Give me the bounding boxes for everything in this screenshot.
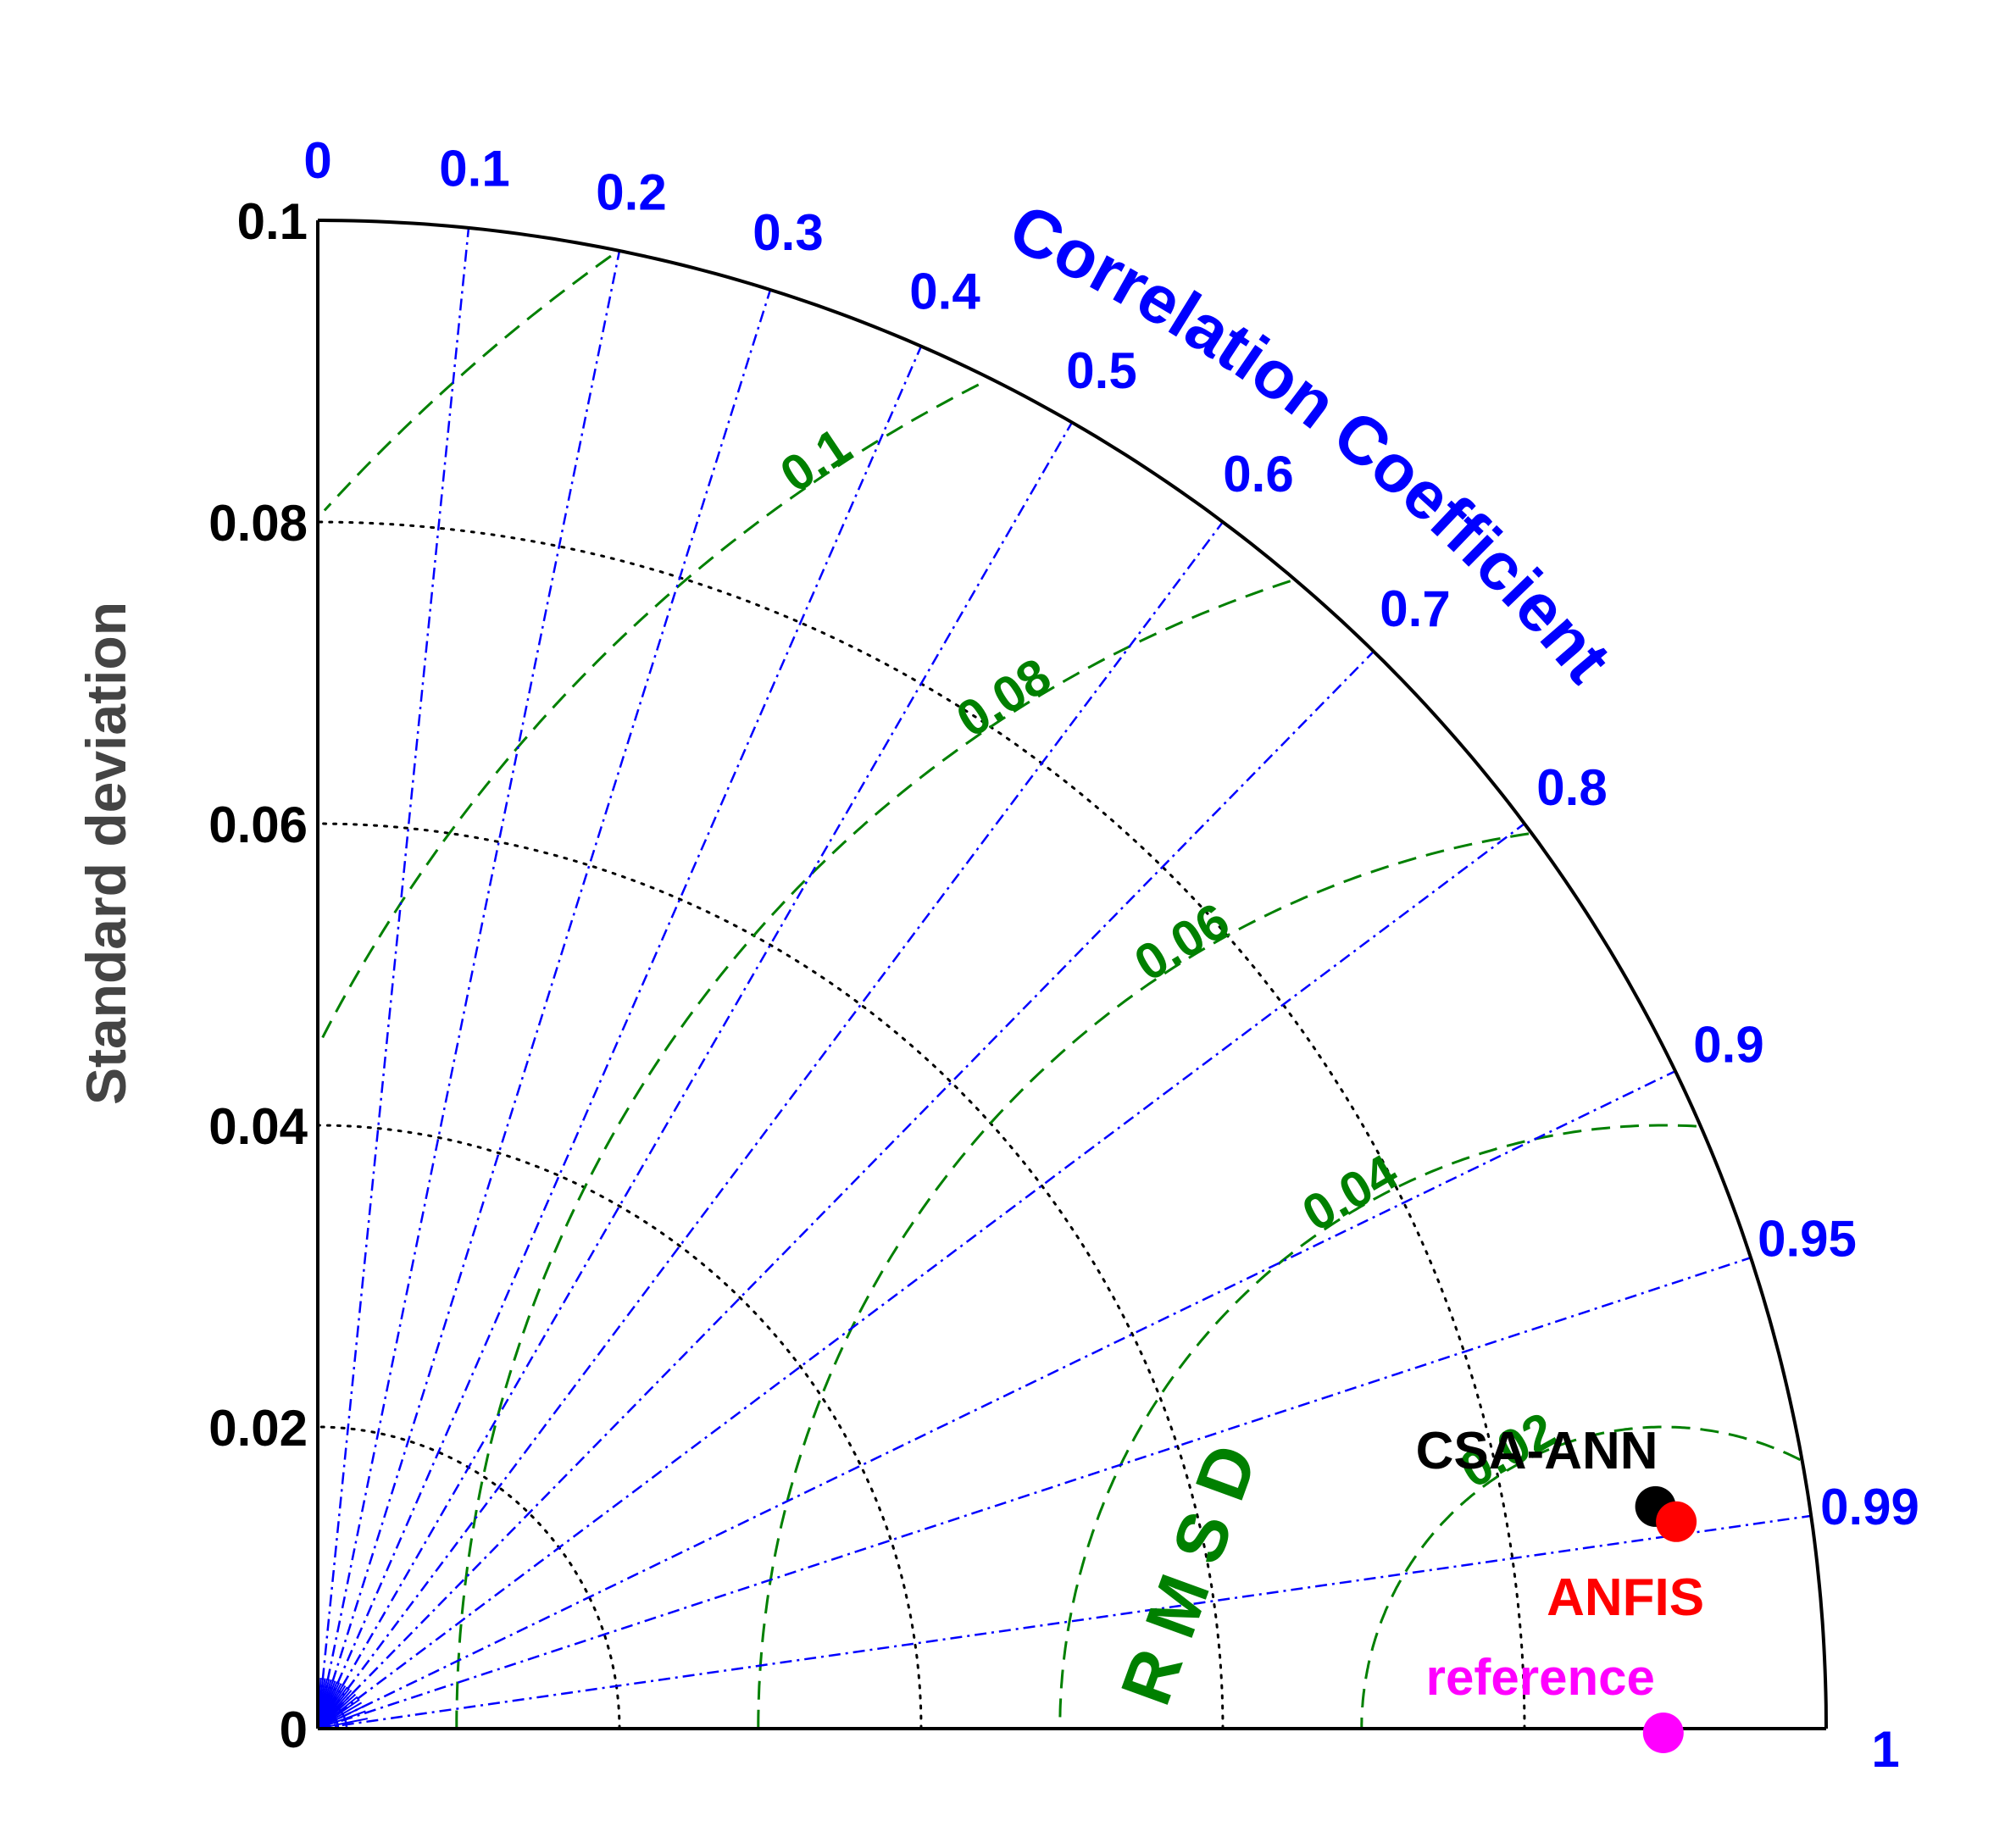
std-arc-0.04 xyxy=(316,1124,923,1730)
rmsd-contour-label: 0.06 xyxy=(1125,892,1239,992)
std-grid-arcs xyxy=(316,520,1526,1730)
std-arc-0.06 xyxy=(316,822,1225,1730)
correlation-ray-0.5 xyxy=(316,421,1074,1729)
model-markers: reference CSA-ANN ANFIS xyxy=(1416,1422,1704,1753)
rmsd-contour-0.02 xyxy=(1360,1425,1802,1729)
correlation-ray-0.99 xyxy=(317,1514,1812,1730)
std-tick-label: 0.04 xyxy=(208,1098,308,1155)
correlation-ray-0.6 xyxy=(317,521,1224,1729)
std-tick-label: 0.1 xyxy=(237,193,308,250)
reference-label: reference xyxy=(1426,1649,1655,1706)
rmsd-contour-0.12 xyxy=(323,254,612,512)
std-tick-label: 0.02 xyxy=(208,1400,308,1457)
correlation-tick-label: 0.1 xyxy=(439,140,509,197)
correlation-ray-0.2 xyxy=(316,250,621,1729)
origin-arc xyxy=(317,1707,340,1729)
correlation-title-path: Correlation Coefficient xyxy=(998,189,1625,696)
std-tick-label: 0 xyxy=(280,1702,308,1758)
rmsd-contour-label: 0.08 xyxy=(947,647,1060,748)
rmsd-contour-label: 0.1 xyxy=(770,417,861,503)
correlation-tick-label: 1 xyxy=(1871,1721,1899,1778)
std-tick-label: 0.08 xyxy=(208,495,308,552)
correlation-tick-label: 0.99 xyxy=(1820,1479,1919,1535)
origin-arc xyxy=(318,1715,331,1729)
correlation-tick-label: 0.7 xyxy=(1380,580,1450,637)
rmsd-contour-label: 0.04 xyxy=(1293,1143,1408,1242)
correlation-tick-label: 0 xyxy=(303,132,331,189)
correlation-ray-0.3 xyxy=(316,289,772,1729)
minor-ray xyxy=(317,1710,366,1729)
minor-ray xyxy=(317,1705,364,1729)
marker-label-anfis: ANFIS xyxy=(1547,1568,1704,1627)
rmsd-axis-label: R M S D xyxy=(1105,1435,1272,1714)
correlation-tick-label: 0.8 xyxy=(1536,759,1607,816)
y-axis-label: Standard deviation xyxy=(75,602,137,1105)
correlation-ray-0.4 xyxy=(316,346,923,1729)
std-arc-0.02 xyxy=(316,1425,621,1730)
rmsd-contour-labels: 0.020.040.060.080.1 xyxy=(770,417,1565,1499)
correlation-ray-0.7 xyxy=(317,650,1375,1729)
correlation-tick-label: 0.3 xyxy=(753,204,823,261)
marker-label-csa-ann: CSA-ANN xyxy=(1416,1422,1658,1480)
correlation-ray-0.1 xyxy=(316,227,470,1729)
rmsd-contour-0.06 xyxy=(757,832,1530,1729)
marker-anfis xyxy=(1656,1501,1697,1542)
correlation-tick-label: 0.95 xyxy=(1758,1210,1857,1267)
rmsd-contour-0.04 xyxy=(1058,1124,1697,1729)
rmsd-contours xyxy=(318,254,1802,1729)
correlation-title-text: Correlation Coefficient xyxy=(998,189,1625,696)
diagram-frame xyxy=(316,219,1828,1730)
std-tick-label: 0.06 xyxy=(208,797,308,853)
rmsd-contour-0.08 xyxy=(455,580,1291,1729)
std-arc-0.08 xyxy=(316,520,1526,1730)
correlation-rays xyxy=(316,227,1812,1730)
correlation-ray-0.95 xyxy=(317,1257,1752,1730)
correlation-tick-label: 0.4 xyxy=(909,263,980,319)
rmsd-contour-0.1 xyxy=(318,383,980,1045)
correlation-axis-label: Correlation Coefficient xyxy=(998,189,1625,696)
correlation-tick-label: 0.2 xyxy=(596,164,666,220)
std-tick-labels: 0 0.02 0.04 0.06 0.08 0.1 xyxy=(208,193,308,1758)
origin-arc xyxy=(317,1698,348,1729)
correlation-tick-label: 0.5 xyxy=(1066,342,1136,399)
correlation-ray-0.9 xyxy=(317,1069,1676,1730)
correlation-tick-label: 0.6 xyxy=(1223,446,1293,502)
correlation-ray-0.8 xyxy=(317,823,1525,1729)
correlation-tick-labels: 0 0.1 0.2 0.3 0.4 0.5 0.6 0.7 0.8 0.9 0.95 0.99 1 xyxy=(303,132,1919,1778)
outer-arc xyxy=(317,219,1828,1729)
reference-marker xyxy=(1642,1713,1684,1753)
correlation-tick-label: 0.9 xyxy=(1693,1017,1763,1074)
